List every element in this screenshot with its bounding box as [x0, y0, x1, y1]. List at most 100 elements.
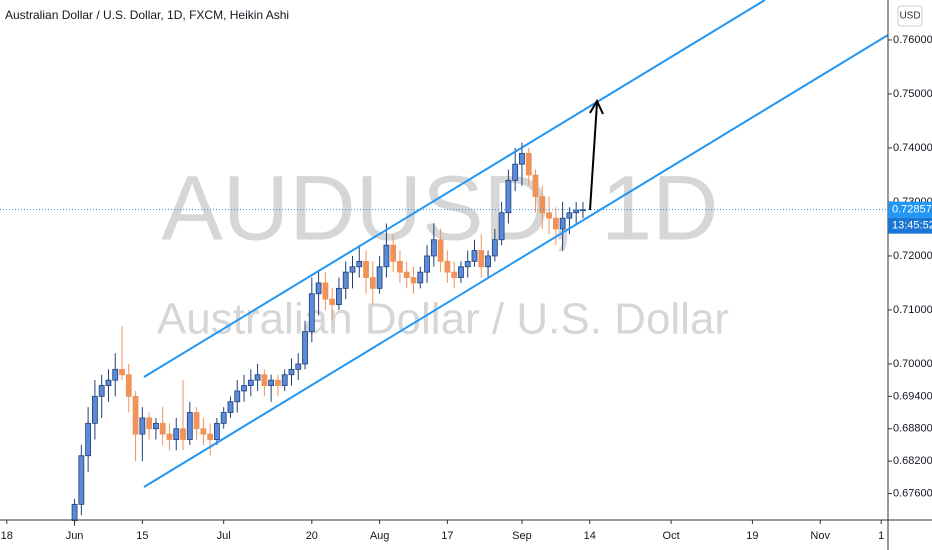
- candle-body: [552, 217, 559, 230]
- y-tick-label: 0.75000: [893, 88, 932, 100]
- x-tick-label: 19: [746, 530, 758, 542]
- candle-body: [173, 428, 180, 440]
- candle-body: [125, 374, 132, 397]
- arrow-head: [589, 98, 604, 115]
- candle-body: [546, 212, 552, 219]
- candle-body: [281, 374, 288, 386]
- chart-title: Australian Dollar / U.S. Dollar, 1D, FXC…: [5, 8, 289, 22]
- candle-body: [166, 433, 173, 440]
- last-price-label: 0.72857: [892, 204, 932, 216]
- candle-body: [315, 282, 322, 295]
- candle-body: [363, 260, 369, 278]
- candle-body: [322, 282, 329, 300]
- watermark-subtitle: Australian Dollar / U.S. Dollar: [157, 295, 729, 344]
- candle-body: [227, 401, 234, 413]
- candle-body: [254, 374, 261, 381]
- x-tick-label: Jul: [217, 530, 231, 542]
- x-tick-label: 20: [306, 530, 318, 542]
- candle-body: [119, 368, 125, 376]
- candle-body: [519, 152, 525, 165]
- x-tick-label: 17: [441, 530, 453, 542]
- candle-body: [220, 412, 227, 424]
- candle-body: [424, 255, 430, 273]
- candle-body: [98, 385, 105, 397]
- candle-body: [214, 422, 220, 440]
- candle-body: [383, 244, 390, 268]
- candle-body: [329, 298, 336, 305]
- x-tick-label: 18: [1, 530, 13, 542]
- candle-body: [153, 422, 159, 430]
- candle-body: [234, 390, 241, 403]
- candle-body: [410, 277, 417, 284]
- candle-body: [261, 374, 268, 386]
- y-tick-label: 0.71000: [893, 304, 932, 316]
- candle-body: [444, 260, 451, 273]
- candle-body: [342, 271, 349, 289]
- candle-body: [532, 174, 539, 197]
- candle-body: [485, 255, 491, 268]
- candle-body: [78, 455, 85, 505]
- x-tick-label: Nov: [810, 530, 830, 542]
- candle-body: [200, 428, 207, 435]
- candle-body: [478, 250, 485, 268]
- x-tick-label: Sep: [512, 530, 532, 542]
- candle-body: [180, 428, 186, 440]
- candle-body: [186, 412, 193, 440]
- candle-body: [356, 260, 363, 268]
- x-tick-label: Oct: [663, 530, 680, 542]
- candle-body: [437, 239, 444, 262]
- candle-body: [85, 422, 92, 457]
- candle-body: [458, 266, 464, 278]
- channel-lower: [143, 34, 889, 488]
- candle-body: [559, 217, 566, 230]
- y-tick-label: 0.69400: [893, 390, 932, 402]
- candle-body: [471, 250, 478, 262]
- candle-body: [302, 331, 308, 365]
- candles: [71, 142, 586, 526]
- candle-body: [92, 395, 98, 424]
- y-tick-label: 0.76000: [893, 34, 932, 46]
- candle-body: [308, 293, 315, 332]
- currency-button-label[interactable]: USD: [899, 11, 920, 22]
- y-tick-label: 0.68800: [893, 423, 932, 435]
- candle-body: [573, 209, 580, 214]
- candle-body: [397, 260, 403, 273]
- candle-body: [512, 163, 519, 181]
- x-tick-label: 1: [878, 530, 884, 542]
- candle-body: [247, 379, 254, 386]
- candle-body: [369, 277, 376, 289]
- candle-body: [390, 244, 397, 262]
- x-tick-label: 14: [584, 530, 596, 542]
- x-tick-label: Jun: [66, 530, 84, 542]
- candle-body: [505, 179, 512, 214]
- candle-body: [268, 379, 275, 386]
- candle-body: [403, 271, 410, 278]
- y-tick-label: 0.68200: [893, 455, 932, 467]
- candle-body: [295, 363, 302, 370]
- candle-body: [207, 433, 214, 440]
- candle-body: [241, 385, 247, 392]
- candle-body: [112, 368, 119, 381]
- candle-body: [376, 266, 383, 289]
- candle-body: [349, 266, 356, 273]
- candle-body: [275, 379, 281, 386]
- y-tick-label: 0.74000: [893, 142, 932, 154]
- x-tick-label: 15: [136, 530, 148, 542]
- candle-body: [146, 417, 153, 430]
- y-tick-label: 0.67600: [893, 487, 932, 499]
- candle-body: [498, 212, 505, 241]
- x-tick-label: Aug: [370, 530, 390, 542]
- candle-body: [566, 212, 573, 219]
- candle-body: [193, 412, 200, 430]
- candle-body: [159, 422, 166, 435]
- candle-body: [430, 239, 437, 257]
- candle-body: [417, 271, 424, 284]
- candle-body: [491, 239, 498, 257]
- arrow: [589, 102, 598, 211]
- candle-body: [525, 152, 532, 176]
- candle-body: [71, 503, 78, 521]
- currency-button[interactable]: [897, 5, 923, 27]
- countdown: 13:45:52: [892, 220, 932, 232]
